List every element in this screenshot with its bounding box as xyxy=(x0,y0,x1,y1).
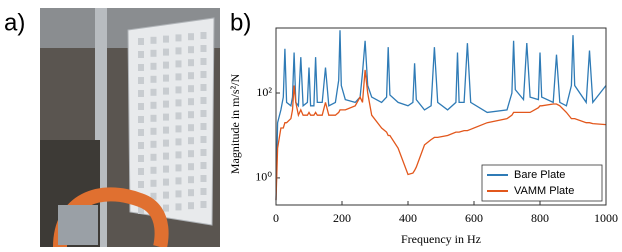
y-tick-label: 10⁰ xyxy=(255,170,272,184)
panel-label: b) xyxy=(230,9,251,36)
x-tick-label: 800 xyxy=(531,211,549,225)
legend-label: Bare Plate xyxy=(514,169,565,181)
y-axis-label: Magnitude in m/s²/N xyxy=(228,74,242,175)
photo xyxy=(40,8,220,247)
x-axis-label: Frequency in Hz xyxy=(401,232,481,246)
x-tick-label: 1000 xyxy=(594,211,618,225)
legend-label: VAMM Plate xyxy=(514,185,574,197)
x-tick-label: 600 xyxy=(465,211,483,225)
y-tick-label: 10² xyxy=(256,85,272,99)
x-tick-label: 0 xyxy=(273,211,279,225)
x-tick-label: 200 xyxy=(333,211,351,225)
panel-label: a) xyxy=(4,9,25,36)
figure: a) b) Magnitude in m/s²/N Frequency in H… xyxy=(0,0,622,247)
x-tick-label: 400 xyxy=(399,211,417,225)
